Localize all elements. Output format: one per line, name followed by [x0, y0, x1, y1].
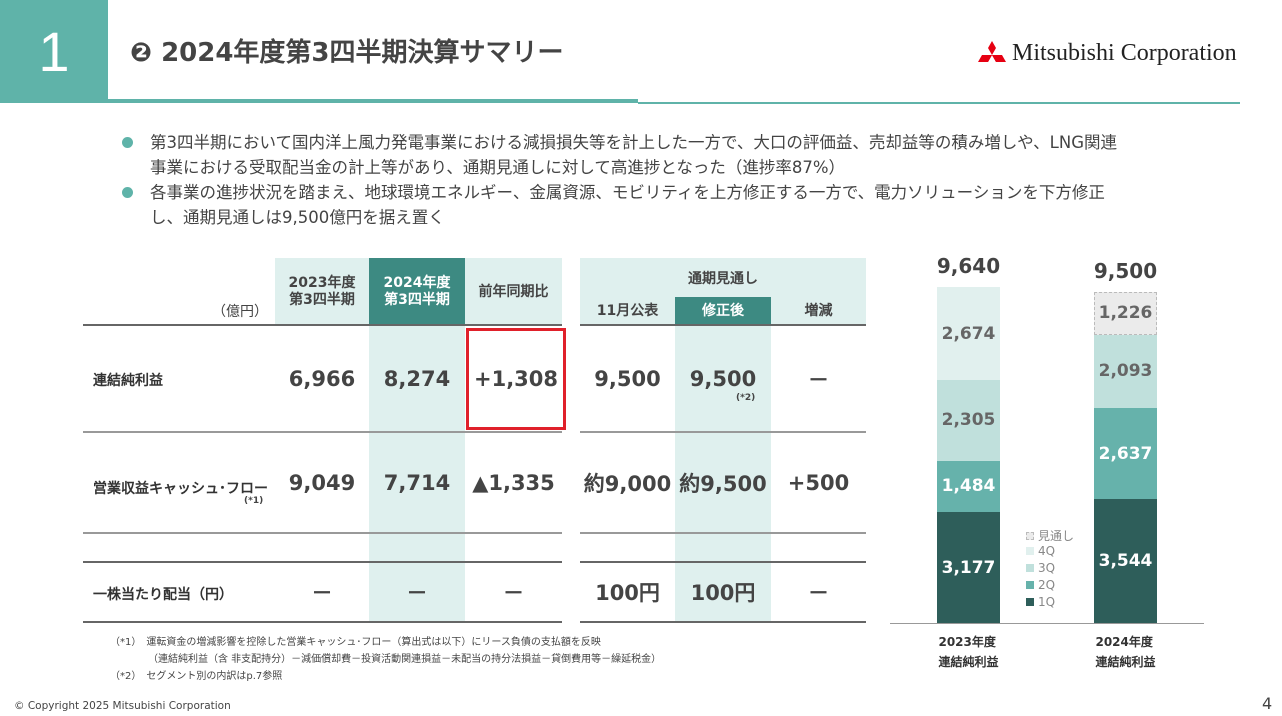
legend-swatch: [1026, 564, 1034, 572]
rule: [580, 621, 866, 623]
header-rule-thin: [638, 102, 1240, 104]
category-label: 2023年度 連結純利益: [938, 635, 999, 669]
footnote-1: （*1） 運転資金の増減影響を控除した営業キャッシュ･フロー（算出式は以下）にリ…: [110, 637, 601, 648]
rule: [83, 324, 562, 326]
cell: 9,500: [689, 366, 757, 391]
header-fy2024: 2024年度 第3四半期: [383, 275, 451, 308]
cell: 約9,500: [679, 471, 767, 496]
row-label-dividend: 一株当たり配当（円）: [93, 587, 233, 603]
cell: 7,714: [383, 470, 451, 495]
header-rule: [108, 99, 638, 103]
legend-item-見通し: 見通し: [1026, 527, 1074, 544]
legend-label: 2Q: [1038, 578, 1056, 592]
cell: －: [808, 581, 829, 605]
cell: －: [503, 581, 524, 605]
page-number: 4: [1262, 694, 1273, 713]
header-forecast: 通期見通し: [688, 270, 758, 287]
cell: 9,049: [288, 470, 356, 495]
rule: [83, 561, 562, 563]
footnote-ref: (*1): [244, 496, 264, 506]
footnote-2: （*2） セグメント別の内訳はp.7参照: [110, 671, 283, 682]
bullet-text: 第3四半期において国内洋上風力発電事業における減損損失等を計上した一方で、大口の…: [150, 133, 1118, 177]
legend-item-4Q: 4Q: [1026, 544, 1055, 558]
bullet-1: 第3四半期において国内洋上風力発電事業における減損損失等を計上した一方で、大口の…: [118, 130, 1118, 180]
cell: 8,274: [383, 366, 451, 391]
chart-baseline: [890, 623, 1204, 624]
company-logo: Mitsubishi Corporation: [978, 40, 1237, 67]
rule: [83, 431, 562, 433]
row-label-net-income: 連結純利益: [93, 373, 163, 389]
section-number: 1: [0, 0, 108, 103]
legend-label: 3Q: [1038, 561, 1056, 575]
copyright: © Copyright 2025 Mitsubishi Corporation: [14, 700, 231, 712]
cell: 100円: [595, 581, 660, 605]
bar-total: 9,640: [936, 254, 1001, 278]
cell: ▲1,335: [472, 470, 555, 495]
legend-swatch: [1026, 547, 1034, 555]
bullet-2: 各事業の進捗状況を踏まえ、地球環境エネルギー、金属資源、モビリティを上方修正する…: [118, 180, 1118, 230]
cell: 6,966: [288, 366, 356, 391]
bullet-text: 各事業の進捗状況を踏まえ、地球環境エネルギー、金属資源、モビリティを上方修正する…: [150, 183, 1105, 227]
cell: 100円: [690, 581, 756, 605]
cell: －: [808, 367, 829, 392]
footnote-ref: (*2): [736, 393, 756, 403]
bar-segment-2Q: 2,637: [1094, 407, 1157, 500]
legend-swatch: [1026, 581, 1034, 589]
three-diamonds-icon: [978, 40, 1006, 62]
category-label: 2024年度 連結純利益: [1095, 635, 1156, 669]
footnote-1-formula: （連結純利益（含 非支配持分）－減価償却費－投資活動関連損益－未配当の持分法損益…: [148, 654, 662, 665]
col-bg: [465, 258, 562, 325]
legend-swatch: [1026, 531, 1034, 540]
logo-text: Mitsubishi Corporation: [1012, 40, 1237, 66]
cell: 9,500: [594, 366, 661, 391]
rule: [83, 532, 562, 534]
bar-segment-1Q: 3,177: [937, 512, 1000, 623]
header-fy2023: 2023年度 第3四半期: [288, 275, 356, 308]
cell: +500: [787, 470, 850, 495]
rule: [580, 561, 866, 563]
legend-swatch: [1026, 598, 1034, 606]
highlighted-yoy-cell: +1,308: [466, 328, 566, 430]
header-change: 増減: [804, 302, 833, 319]
page-title: ❷ 2024年度第3四半期決算サマリー: [130, 38, 564, 68]
col-bg: [275, 258, 369, 325]
cell: －: [311, 581, 333, 605]
bar-segment-3Q: 2,305: [937, 380, 1000, 461]
header-nov: 11月公表: [596, 302, 659, 319]
legend-item-1Q: 1Q: [1026, 595, 1055, 609]
header-yoy: 前年同期比: [478, 283, 549, 300]
cell: 約9,000: [583, 471, 672, 496]
unit-label: （億円）: [212, 304, 268, 320]
rule: [580, 431, 866, 433]
rule: [83, 621, 562, 623]
row-label-cashflow: 営業収益キャッシュ･フロー: [93, 481, 268, 497]
rule: [580, 532, 866, 534]
legend-item-3Q: 3Q: [1026, 561, 1055, 575]
col-body-bg: [369, 325, 465, 622]
bar-segment-見通し: 1,226: [1094, 291, 1157, 335]
bar-segment-2Q: 1,484: [937, 460, 1000, 513]
bar-segment-1Q: 3,544: [1094, 499, 1157, 623]
bar-segment-4Q: 2,674: [937, 287, 1000, 381]
col-bg-current: [369, 258, 465, 325]
bar-total: 9,500: [1093, 258, 1158, 283]
legend-item-2Q: 2Q: [1026, 578, 1055, 592]
rule: [580, 324, 866, 326]
header-revised: 修正後: [702, 302, 744, 319]
bar-segment-3Q: 2,093: [1094, 334, 1157, 408]
cell: －: [406, 581, 428, 605]
legend-label: 1Q: [1038, 595, 1056, 609]
legend-label: 見通し: [1038, 529, 1075, 543]
col-body-bg: [675, 325, 771, 622]
revised-header-bg: [675, 297, 771, 325]
legend-label: 4Q: [1038, 544, 1056, 558]
